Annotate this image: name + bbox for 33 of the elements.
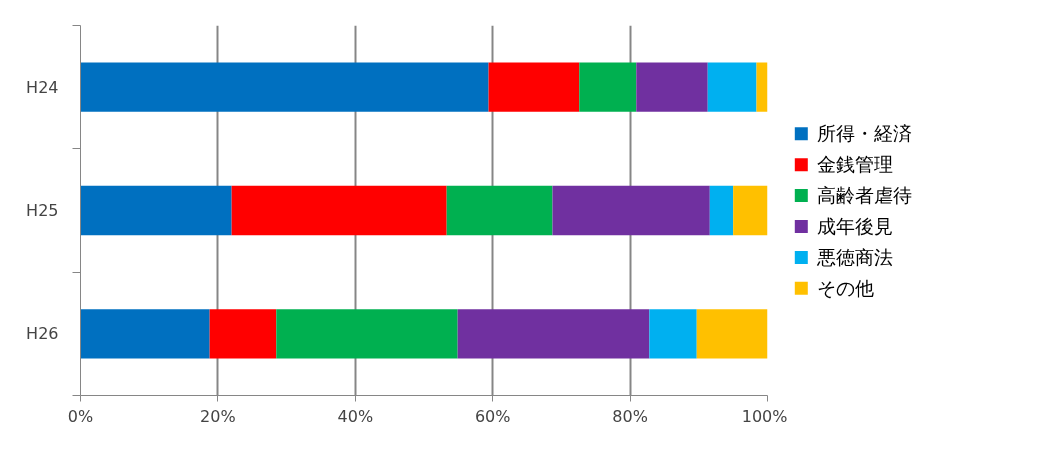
bar [276,309,458,359]
bar [707,62,757,112]
x-tick-label: 20% [200,406,236,426]
x-tick-label: 40% [337,406,374,426]
x-tick-label: 0% [67,406,94,426]
bar [80,62,489,112]
legend-label: 高齢者虐待 [817,185,913,207]
bar [446,185,553,236]
bar [231,185,447,236]
x-tick-label: 60% [474,406,511,426]
bar [80,185,232,236]
bar [696,309,768,359]
legend-label: 悪徳商法 [816,246,894,268]
bar [756,62,768,112]
legend-label: 所得・経済 [817,123,913,145]
bar [709,185,734,236]
y-tick-label: H25 [26,201,59,220]
bar [80,309,210,359]
legend-label: 成年後見 [817,216,894,237]
bar [579,62,637,112]
bar [733,185,768,236]
x-tick-label: 80% [612,406,648,426]
bar [488,62,580,112]
x-tick-label: 100% [741,406,788,426]
bar [457,309,650,359]
bar [552,185,710,236]
y-tick-label: H24 [26,77,59,97]
bar [649,309,697,359]
y-tick-label: H26 [26,324,59,344]
bar [209,309,277,359]
legend-label: その他 [817,277,875,299]
legend-label: 金銭管理 [817,154,894,176]
bar [636,62,708,112]
